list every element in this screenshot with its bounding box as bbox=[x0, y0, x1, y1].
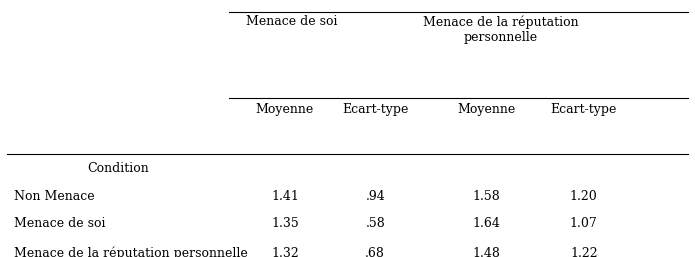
Text: Ecart-type: Ecart-type bbox=[342, 103, 409, 116]
Text: Menace de soi: Menace de soi bbox=[14, 217, 106, 230]
Text: 1.35: 1.35 bbox=[271, 217, 299, 230]
Text: 1.64: 1.64 bbox=[473, 217, 500, 230]
Text: Non Menace: Non Menace bbox=[14, 190, 95, 203]
Text: 1.58: 1.58 bbox=[473, 190, 500, 203]
Text: .58: .58 bbox=[366, 217, 385, 230]
Text: Menace de la réputation
personnelle: Menace de la réputation personnelle bbox=[423, 15, 578, 44]
Text: Menace de soi: Menace de soi bbox=[246, 15, 338, 29]
Text: Moyenne: Moyenne bbox=[457, 103, 516, 116]
Text: .94: .94 bbox=[366, 190, 385, 203]
Text: .68: .68 bbox=[366, 247, 385, 257]
Text: Menace de la réputation personnelle: Menace de la réputation personnelle bbox=[14, 247, 247, 257]
Text: Ecart-type: Ecart-type bbox=[550, 103, 617, 116]
Text: 1.32: 1.32 bbox=[271, 247, 299, 257]
Text: 1.20: 1.20 bbox=[570, 190, 598, 203]
Text: Moyenne: Moyenne bbox=[256, 103, 314, 116]
Text: 1.22: 1.22 bbox=[570, 247, 598, 257]
Text: Condition: Condition bbox=[88, 162, 149, 175]
Text: 1.07: 1.07 bbox=[570, 217, 598, 230]
Text: 1.48: 1.48 bbox=[473, 247, 500, 257]
Text: 1.41: 1.41 bbox=[271, 190, 299, 203]
